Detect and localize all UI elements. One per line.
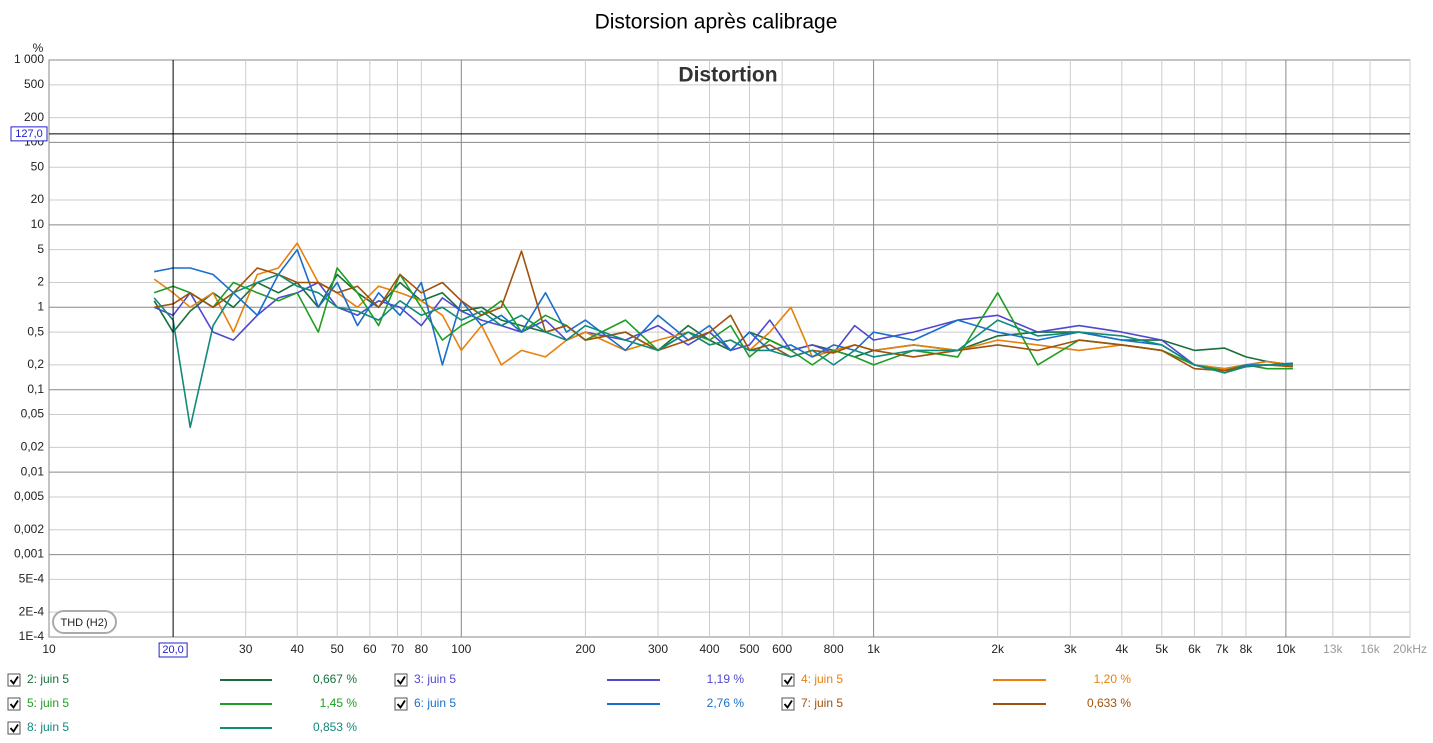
x-tick-label: 70 xyxy=(391,642,405,656)
legend-readout: 0,667 % xyxy=(313,672,357,686)
legend-name: 4: juin 5 xyxy=(801,672,843,686)
x-tick-label: 600 xyxy=(772,642,792,656)
y-tick-label: 0,02 xyxy=(21,440,45,454)
legend-checkmark xyxy=(9,724,19,734)
cursor-y-label: 127,0 xyxy=(15,128,43,140)
legend-name: 7: juin 5 xyxy=(801,696,843,710)
x-tick-label: 4k xyxy=(1115,642,1129,656)
legend-checkmark xyxy=(783,700,793,710)
legend-readout: 1,45 % xyxy=(320,696,358,710)
y-tick-label: 1 xyxy=(37,299,44,313)
cursor-x-box xyxy=(158,642,188,658)
legend-readout: 1,19 % xyxy=(707,672,745,686)
x-tick-label: 16k xyxy=(1360,642,1380,656)
y-tick-label: 200 xyxy=(24,110,44,124)
x-tick-label: 200 xyxy=(575,642,595,656)
legend-checkmark xyxy=(783,676,793,686)
x-tick-label: 50 xyxy=(331,642,345,656)
x-tick-label: 60 xyxy=(363,642,377,656)
y-tick-label: 0,05 xyxy=(21,407,45,421)
x-tick-label: 3k xyxy=(1064,642,1078,656)
y-tick-label: 0,005 xyxy=(14,489,44,503)
legend-readout: 0,853 % xyxy=(313,720,357,734)
x-tick-label: 10 xyxy=(42,642,56,656)
y-tick-label: 2 xyxy=(37,275,44,289)
y-tick-label: 0,1 xyxy=(27,382,44,396)
y-tick-label: 2E-4 xyxy=(19,604,45,618)
x-tick-label: 7k xyxy=(1216,642,1230,656)
x-tick-label: 80 xyxy=(415,642,429,656)
x-tick-label: 30 xyxy=(239,642,253,656)
legend-name: 2: juin 5 xyxy=(27,672,69,686)
y-tick-label: 50 xyxy=(31,159,45,173)
x-tick-label: 400 xyxy=(700,642,720,656)
plot-title: Distortion xyxy=(678,64,777,87)
legend-name: 8: juin 5 xyxy=(27,720,69,734)
y-tick-label: 20 xyxy=(31,192,45,206)
x-tick-label: 8k xyxy=(1240,642,1254,656)
legend-name: 3: juin 5 xyxy=(414,672,456,686)
legend-readout: 1,20 % xyxy=(1094,672,1132,686)
x-tick-label: 10k xyxy=(1276,642,1296,656)
legend-readout: 2,76 % xyxy=(707,696,745,710)
x-tick-label: 13k xyxy=(1323,642,1343,656)
y-tick-label: 0,01 xyxy=(21,464,45,478)
legend-checkmark xyxy=(396,676,406,686)
legend-checkmark xyxy=(396,700,406,710)
legend-name: 5: juin 5 xyxy=(27,696,69,710)
y-tick-label: 10 xyxy=(31,217,45,231)
y-tick-label: 5 xyxy=(37,242,44,256)
thd-button-label[interactable]: THD (H2) xyxy=(60,617,107,629)
x-tick-label: 40 xyxy=(291,642,305,656)
x-tick-label: 800 xyxy=(824,642,844,656)
legend-checkmark xyxy=(9,700,19,710)
x-tick-label: 6k xyxy=(1188,642,1202,656)
y-tick-label: 0,2 xyxy=(27,357,44,371)
series-line xyxy=(154,248,1293,374)
x-tick-label: 1k xyxy=(867,642,881,656)
y-unit: % xyxy=(33,41,44,55)
y-tick-label: 1E-4 xyxy=(19,629,45,643)
x-tick-label: 500 xyxy=(739,642,759,656)
y-tick-label: 1 000 xyxy=(14,52,44,66)
x-tick-label: 20kHz xyxy=(1393,642,1427,656)
series-line xyxy=(153,267,1293,372)
legend-name: 6: juin 5 xyxy=(414,696,456,710)
legend-readout: 0,633 % xyxy=(1087,696,1131,710)
cursor-x-label: 20,0 xyxy=(162,644,183,656)
y-tick-label: 0,001 xyxy=(14,547,44,561)
x-tick-label: 5k xyxy=(1155,642,1169,656)
y-tick-label: 500 xyxy=(24,77,44,91)
y-tick-label: 5E-4 xyxy=(19,572,45,586)
x-tick-label: 2k xyxy=(991,642,1005,656)
x-tick-label: 300 xyxy=(648,642,668,656)
legend-checkmark xyxy=(9,676,19,686)
y-tick-label: 0,5 xyxy=(27,324,44,338)
series-line xyxy=(153,273,1293,429)
x-tick-label: 100 xyxy=(451,642,471,656)
series-line xyxy=(154,250,1293,372)
cursor-y-box xyxy=(10,126,48,142)
chart-title: Distorsion après calibrage xyxy=(595,11,838,34)
thd-button[interactable] xyxy=(52,610,117,634)
y-tick-label: 0,002 xyxy=(14,522,44,536)
